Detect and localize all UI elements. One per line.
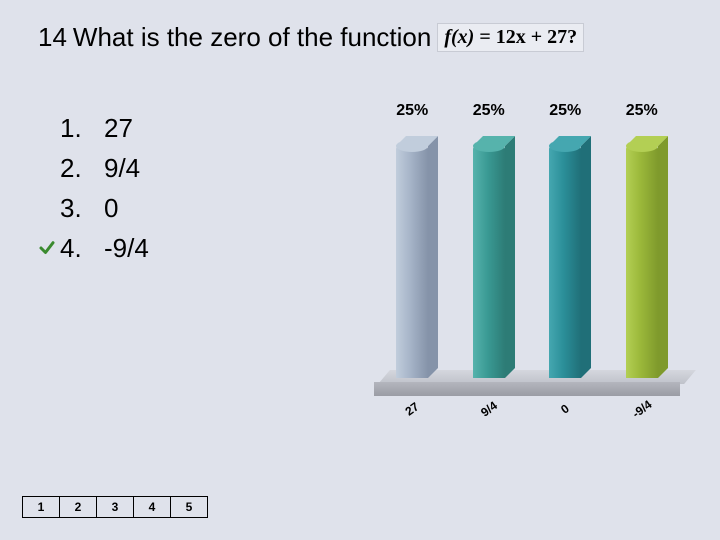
bar-slot	[380, 146, 444, 378]
answer-row: 4. -9/4	[38, 228, 149, 268]
answer-number: 3.	[60, 188, 94, 228]
question-text: What is the zero of the function	[73, 22, 431, 53]
footer-box[interactable]: 2	[59, 496, 97, 518]
answer-row: 3. 0	[38, 188, 149, 228]
question-row: 14 What is the zero of the function f(x)…	[38, 22, 584, 53]
answer-text: 0	[104, 188, 118, 228]
percent-label: 25%	[533, 102, 597, 124]
percent-label: 25%	[457, 102, 521, 124]
formula-box: f(x) = 12x + 27?	[437, 23, 584, 52]
answer-row: 1. 27	[38, 108, 149, 148]
bar	[473, 146, 505, 378]
answer-row: 2. 9/4	[38, 148, 149, 188]
answer-text: 27	[104, 108, 133, 148]
bars-stage	[374, 128, 680, 396]
question-number: 14	[38, 22, 67, 53]
bar	[626, 146, 658, 378]
bar	[549, 146, 581, 378]
answers-list: 1. 27 2. 9/4 3. 0 4. -9/4	[38, 108, 149, 268]
percent-label: 25%	[380, 102, 444, 124]
bar	[396, 146, 428, 378]
answer-number: 1.	[60, 108, 94, 148]
bar-chart: 25% 25% 25% 25% 27 9/4 0 -9/4	[374, 102, 680, 446]
footer-box[interactable]: 4	[133, 496, 171, 518]
x-labels-row: 27 9/4 0 -9/4	[374, 402, 680, 416]
check-icon	[38, 239, 56, 257]
bar-slot	[457, 146, 521, 378]
formula-lhs: f(x)	[444, 26, 474, 48]
formula-rhs: = 12x + 27?	[479, 26, 577, 48]
percent-labels-row: 25% 25% 25% 25%	[374, 102, 680, 124]
percent-label: 25%	[610, 102, 674, 124]
answer-text: -9/4	[104, 228, 149, 268]
bar-slot	[533, 146, 597, 378]
bar-slot	[610, 146, 674, 378]
answer-number: 2.	[60, 148, 94, 188]
footer-box[interactable]: 1	[22, 496, 60, 518]
footer-box[interactable]: 3	[96, 496, 134, 518]
footer-boxes: 1 2 3 4 5	[22, 496, 208, 518]
answer-text: 9/4	[104, 148, 140, 188]
footer-box[interactable]: 5	[170, 496, 208, 518]
bars-row	[374, 128, 680, 378]
answer-number: 4.	[60, 228, 94, 268]
